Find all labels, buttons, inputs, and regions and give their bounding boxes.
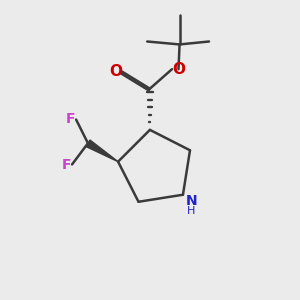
Text: F: F	[62, 158, 71, 172]
Text: O: O	[109, 64, 122, 79]
Text: H: H	[187, 206, 195, 216]
Text: O: O	[172, 62, 185, 77]
Text: N: N	[185, 194, 197, 208]
Polygon shape	[86, 140, 118, 162]
Text: F: F	[66, 112, 76, 126]
